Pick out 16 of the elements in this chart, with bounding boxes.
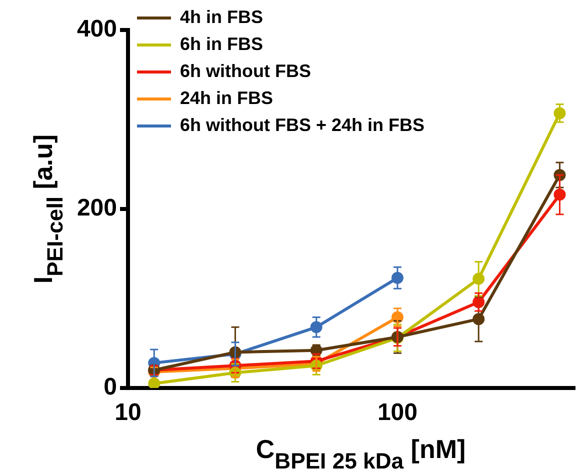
- x-tick-label: 100: [377, 399, 418, 426]
- y-tick-label: 200: [76, 194, 117, 222]
- y-tick-label: 0: [104, 374, 117, 401]
- legend-label: 6h in FBS: [180, 34, 264, 54]
- x-tick-label: 10: [114, 399, 142, 426]
- point: [148, 378, 160, 388]
- point: [472, 313, 485, 326]
- point: [472, 272, 485, 285]
- legend-label: 4h in FBS: [180, 6, 264, 27]
- point: [391, 272, 404, 284]
- point: [310, 321, 322, 334]
- legend-label: 24h in FBS: [180, 88, 274, 108]
- y-axis-title: IPEI-cell [a.u]: [28, 134, 68, 284]
- y-tick-label: 400: [76, 16, 117, 43]
- legend-label: 6h without FBS + 24h in FBS: [180, 114, 425, 135]
- legend-label: 6h without FBS: [180, 60, 311, 81]
